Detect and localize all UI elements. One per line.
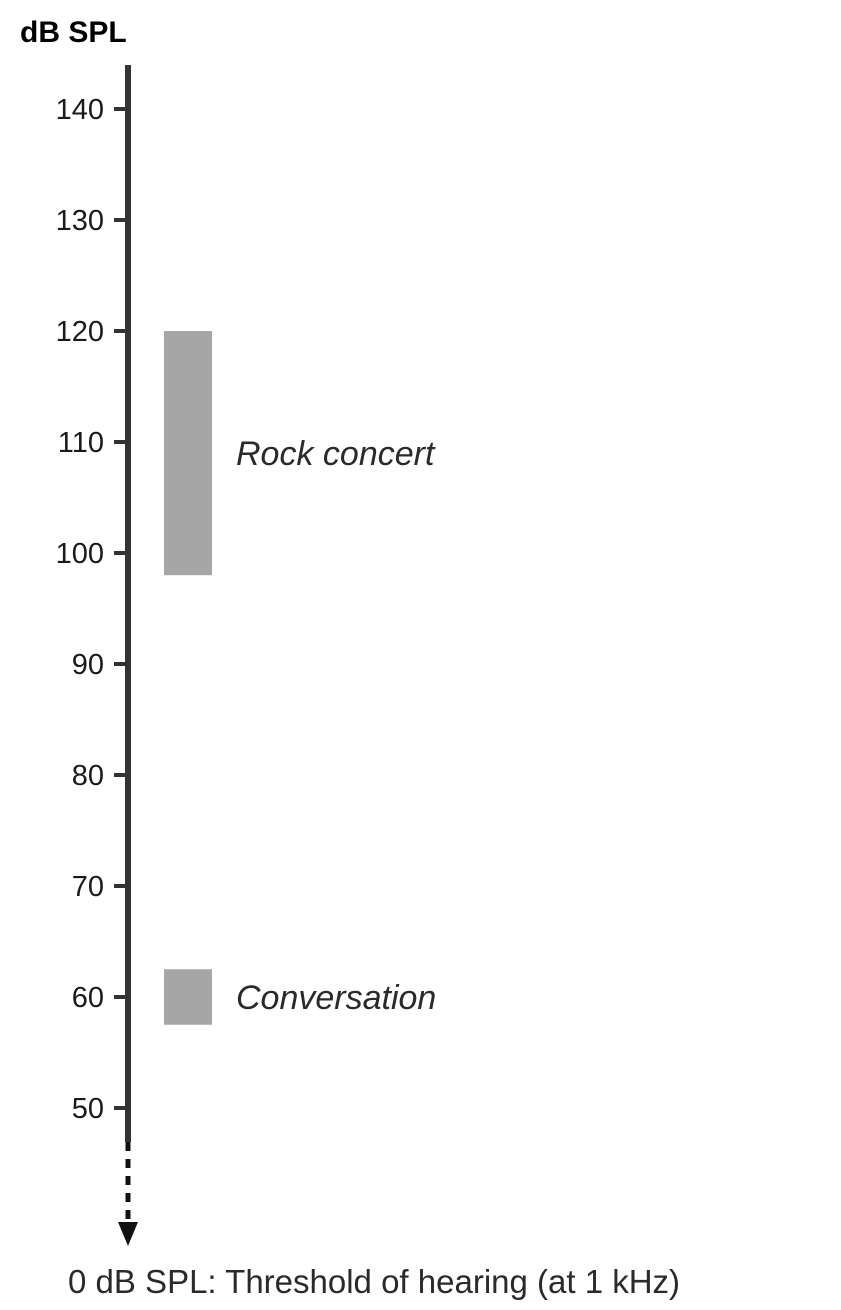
threshold-annotation: 0 dB SPL: Threshold of hearing (at 1 kHz…: [68, 1263, 680, 1300]
y-tick-label: 110: [58, 427, 104, 459]
band-label: Rock concert: [236, 435, 436, 473]
y-tick-label: 80: [72, 760, 104, 792]
y-tick-label: 140: [56, 94, 104, 126]
y-axis-title: dB SPL: [20, 16, 127, 49]
level-bands: Rock concert Conversation: [164, 331, 436, 1025]
y-tick-label: 90: [72, 649, 104, 681]
band-rock-concert: [164, 331, 212, 576]
y-tick-label: 50: [72, 1093, 104, 1125]
y-tick-label: 120: [56, 316, 104, 348]
band-conversation: [164, 969, 212, 1025]
down-arrow-icon: [118, 1222, 138, 1246]
y-tick-label: 100: [56, 538, 104, 570]
y-axis-ticks: 140 130 120 110 100 90 80 70 60 50: [56, 94, 128, 1125]
y-tick-label: 60: [72, 982, 104, 1014]
y-tick-label: 130: [56, 205, 104, 237]
y-tick-label: 70: [72, 871, 104, 903]
band-label: Conversation: [236, 979, 436, 1017]
